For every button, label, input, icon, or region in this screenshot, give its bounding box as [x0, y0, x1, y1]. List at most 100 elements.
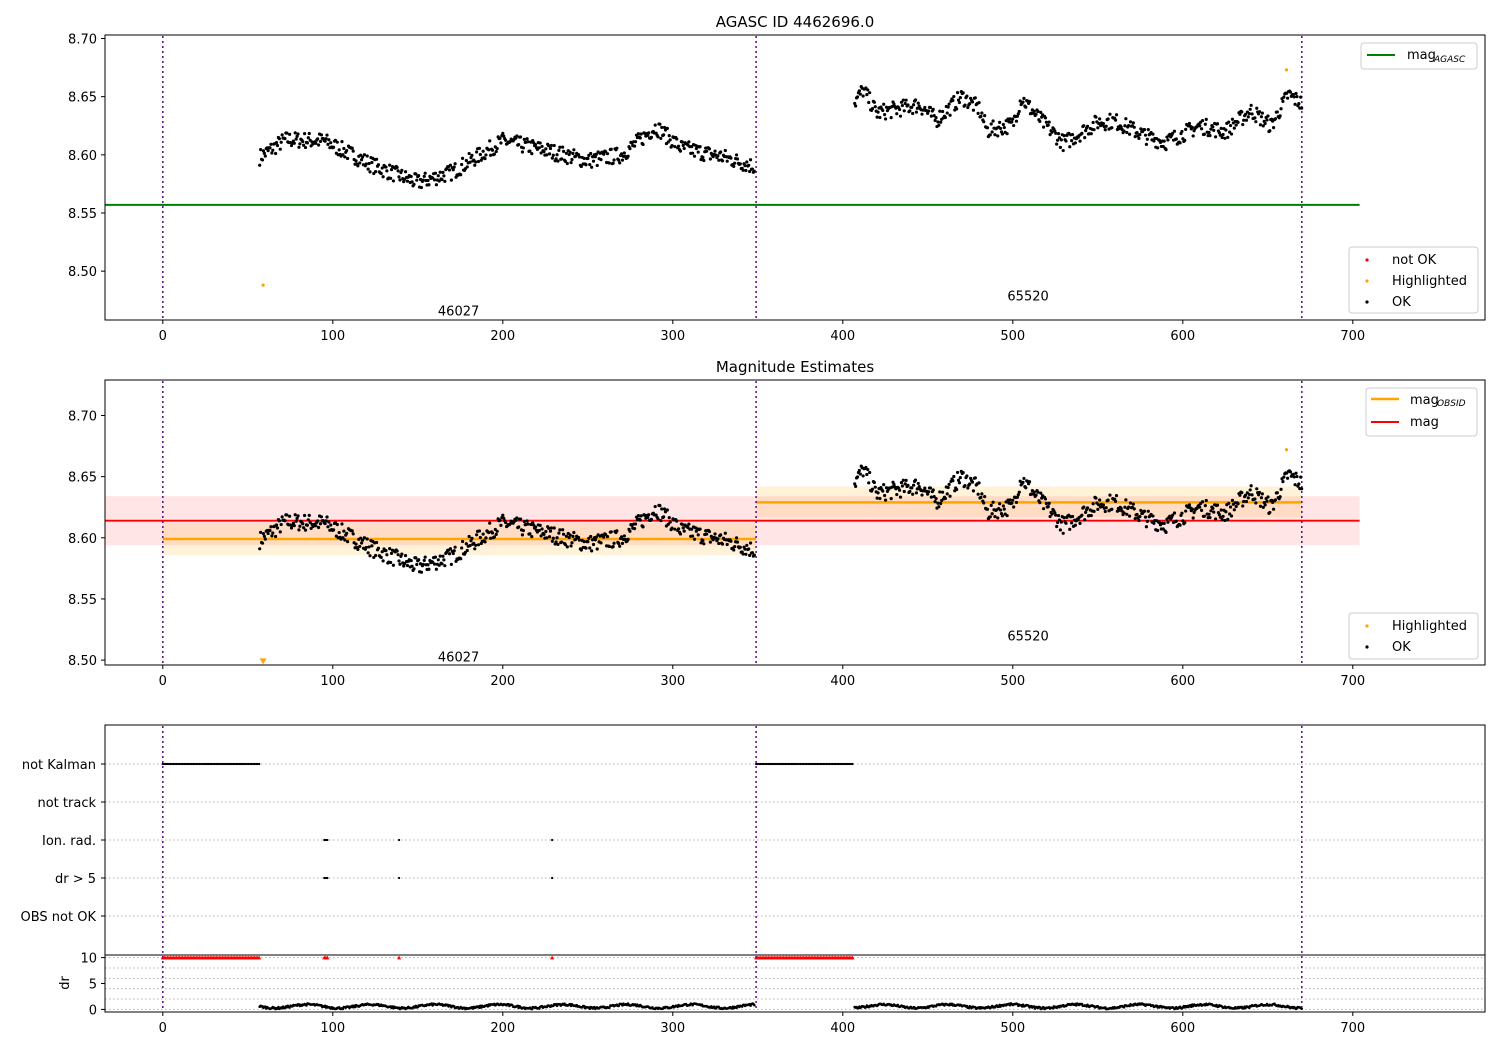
ok-point: [991, 500, 995, 504]
ok-point: [998, 502, 1002, 506]
ok-point: [1039, 491, 1043, 495]
ok-point: [451, 551, 455, 556]
x-tick-label: 400: [830, 1021, 855, 1036]
ok-point: [366, 551, 370, 555]
flag-point: [173, 762, 177, 766]
ok-point: [990, 512, 994, 516]
ok-point: [1135, 512, 1139, 517]
ok-point: [1211, 506, 1215, 510]
legend-label: OK: [1392, 295, 1411, 310]
ok-point: [876, 491, 880, 495]
ok-point: [1034, 112, 1038, 116]
ok-point: [607, 161, 611, 165]
flag-point: [178, 762, 181, 766]
x-tick-label: 700: [1340, 1021, 1365, 1036]
dr-point: [305, 1004, 308, 1007]
ok-point: [1142, 509, 1147, 513]
y-tick-label: 8.50: [68, 654, 97, 669]
ok-point: [865, 472, 869, 477]
ok-point: [605, 152, 610, 156]
ok-point: [1183, 521, 1187, 525]
ok-point: [548, 146, 553, 151]
ok-point: [748, 158, 753, 162]
ok-point: [729, 539, 733, 543]
ok-point: [409, 559, 413, 563]
ok-point: [273, 534, 278, 539]
ok-point: [1261, 505, 1265, 509]
flag-point: [788, 762, 791, 766]
ok-point: [1257, 110, 1262, 114]
ok-point: [554, 540, 558, 544]
ok-point: [748, 541, 753, 545]
ok-point: [1097, 121, 1101, 126]
ok-point: [735, 157, 740, 161]
ok-point: [1232, 126, 1236, 130]
ok-point: [920, 112, 924, 116]
ok-point: [1128, 120, 1133, 124]
flag-point: [222, 762, 226, 766]
ok-point: [561, 149, 566, 154]
ok-point: [611, 161, 615, 165]
ok-point: [302, 132, 307, 136]
ok-point: [443, 564, 447, 568]
ok-point: [488, 521, 492, 525]
ok-point: [1292, 95, 1296, 99]
ok-point: [1240, 110, 1244, 114]
ok-point: [490, 148, 495, 152]
ok-point: [1212, 510, 1216, 514]
obsid-label: 65520: [1007, 630, 1048, 645]
ok-point: [913, 478, 918, 482]
ok-point: [916, 101, 920, 105]
ok-point: [327, 520, 331, 524]
flag-point: [813, 762, 816, 766]
ok-point: [673, 527, 677, 531]
flag-point: [242, 762, 245, 766]
ok-point: [895, 492, 899, 497]
ok-point: [904, 478, 908, 482]
ok-point: [1043, 116, 1048, 120]
ok-point: [705, 149, 709, 153]
ok-point: [937, 505, 941, 509]
ok-point: [702, 542, 706, 546]
ok-point: [1046, 505, 1050, 509]
ok-point: [865, 93, 869, 97]
ok-point: [1294, 91, 1298, 96]
ok-point: [522, 519, 526, 524]
ok-point: [558, 528, 562, 532]
ok-point: [576, 535, 581, 540]
flag-point: [169, 762, 172, 766]
ok-point: [1101, 503, 1106, 507]
ok-point: [1151, 514, 1155, 518]
ok-point: [996, 134, 1000, 138]
ok-point: [419, 570, 424, 574]
ok-point: [687, 522, 691, 526]
ok-point: [442, 558, 446, 562]
ok-point: [499, 523, 503, 528]
panel-estimates-frame: [104, 379, 1486, 666]
ok-point: [1098, 498, 1102, 502]
ok-point: [385, 169, 389, 173]
ok-point: [370, 160, 374, 165]
ok-point: [259, 530, 263, 534]
ok-point: [492, 152, 496, 156]
ok-point: [1250, 112, 1254, 116]
legend-label: mag: [1410, 415, 1439, 430]
y-tick-label: 8.50: [68, 265, 97, 280]
ok-point: [932, 114, 936, 118]
panel-estimates-legend-top: mag OBSID mag: [1365, 387, 1478, 437]
ok-point: [662, 133, 666, 137]
ok-point: [1137, 518, 1141, 523]
ok-point: [1184, 127, 1188, 131]
ok-point: [1110, 507, 1114, 511]
ok-point: [916, 481, 920, 486]
ok-point: [552, 143, 556, 148]
legend-label: not OK: [1392, 253, 1437, 268]
ok-point: [380, 550, 384, 554]
ok-point: [414, 172, 418, 176]
flag-point: [759, 762, 762, 766]
ok-point: [1200, 118, 1205, 123]
ok-point: [1043, 497, 1048, 501]
not-ok-marker: [850, 955, 855, 960]
ok-point: [402, 180, 406, 184]
ok-point: [389, 176, 393, 180]
